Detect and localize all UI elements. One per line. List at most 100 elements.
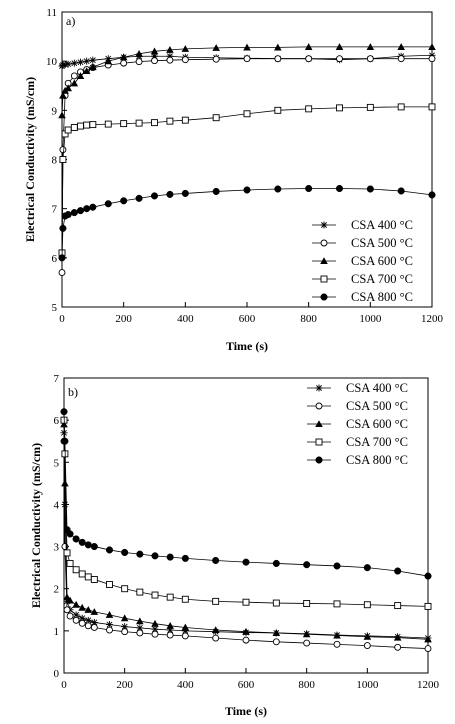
data-point [272,599,280,607]
data-point [428,55,436,63]
data-point [181,627,189,635]
x-tick-label: 1000 [356,679,379,691]
legend-label: CSA 800 °C [346,453,408,467]
data-point [63,606,71,614]
data-point [70,59,78,67]
panel-b-legend: CSA 400 °C CSA 500 °C CSA 600 °C CSA 700… [307,381,408,467]
data-point [83,121,91,129]
data-point [105,546,114,554]
data-point [151,552,159,560]
legend-marker [315,438,323,446]
data-point [243,110,251,118]
data-point [274,185,282,193]
legend-label: CSA 700 °C [346,435,408,449]
data-point [84,573,92,581]
data-point [78,570,86,578]
data-point [59,146,67,154]
data-point [83,205,91,213]
data-point [63,549,71,557]
data-point [366,55,374,63]
data-point [181,632,189,640]
data-point [90,575,98,583]
y-tick-label: 1 [54,626,60,638]
legend-marker-shape [315,456,323,464]
x-tick-label: 0 [59,313,65,325]
data-point [243,55,251,63]
data-point [58,254,66,262]
data-point [166,190,174,198]
data-point [212,634,220,642]
data-point [60,408,68,416]
data-point [135,119,143,127]
data-point [212,556,220,565]
data-point [166,56,174,64]
legend-marker-shape [320,257,328,265]
data-point [166,626,174,634]
legend-item: CSA 500 °C [312,236,413,250]
data-point [77,58,84,66]
x-tick-label: 600 [238,679,255,691]
legend-marker [315,456,323,464]
data-point [106,621,113,629]
data-point [211,626,220,634]
data-point [166,622,174,629]
y-tick-label: 7 [54,373,60,385]
data-point [105,611,114,618]
y-tick-label: 6 [54,415,60,427]
series-4 [60,416,432,610]
data-point [89,121,97,129]
data-point [78,619,86,627]
data-point [424,635,432,643]
data-point [272,629,281,637]
data-point [397,43,405,50]
data-point [181,45,190,52]
x-tick-label: 800 [300,313,317,325]
data-point [303,561,311,569]
data-point [166,117,174,125]
data-point [212,114,220,122]
data-point [84,541,92,549]
data-point [242,598,250,606]
y-tick-label: 0 [54,668,60,680]
data-point [121,585,129,593]
data-point [90,543,98,551]
data-point [333,600,341,608]
legend-marker-shape [315,384,323,392]
data-point [104,120,112,128]
data-point [120,197,128,205]
data-point [59,156,67,163]
y-tick-label: 4 [54,499,60,511]
data-point [66,559,74,567]
legend-label: CSA 600 °C [351,254,413,268]
data-point [66,530,74,538]
data-point [136,624,144,632]
data-point [272,559,280,567]
data-point [83,57,91,65]
data-point [120,59,128,67]
data-point [72,616,80,624]
data-point [424,602,432,610]
data-point [333,631,341,639]
legend-item: CSA 500 °C [307,399,408,413]
legend-label: CSA 500 °C [351,236,413,250]
data-point [397,55,405,63]
legend-marker-shape [320,275,328,283]
legend-label: CSA 700 °C [351,272,413,286]
data-point [59,224,67,232]
data-point [136,550,144,558]
x-tick-label: 1000 [359,313,382,325]
data-point [90,624,98,631]
data-point [72,535,80,543]
data-point [393,633,402,641]
series-3 [58,43,436,119]
data-point [394,643,402,651]
series-5 [60,408,432,580]
data-point [136,588,144,596]
data-point [166,631,174,639]
data-point [181,56,189,64]
panel-b-x-axis-label: Time (s) [225,704,267,718]
series-line [61,54,433,67]
legend-item: CSA 800 °C [312,290,413,304]
x-tick-label: 400 [177,679,194,691]
